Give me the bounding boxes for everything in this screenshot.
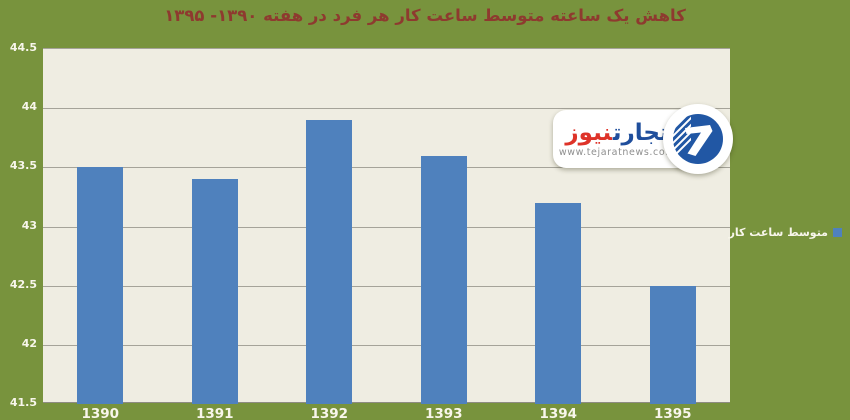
brand-word-news: نیوز	[565, 120, 612, 146]
watermark-brand-text: تجارتنیوز	[565, 120, 668, 146]
legend: متوسط ساعت کار	[729, 226, 842, 239]
tejaratnews-logo-icon	[663, 104, 733, 174]
y-tick-label: 41.5	[9, 396, 37, 409]
y-tick-label: 44.5	[9, 41, 37, 54]
x-tick-label: 1393	[424, 406, 463, 420]
x-tick-label: 1391	[195, 406, 234, 420]
chart-title: کاهش یک ساعته متوسط ساعت کار هر فرد در ه…	[164, 6, 686, 25]
x-tick-label: 1395	[653, 406, 692, 420]
legend-marker-swatch	[833, 228, 842, 237]
y-tick-label: 42	[21, 336, 37, 350]
bar-1394	[535, 202, 582, 404]
y-tick-label: 43	[21, 218, 37, 232]
bar-1395	[649, 285, 696, 404]
gridline	[43, 108, 730, 110]
gridline	[43, 344, 730, 346]
gridline	[43, 285, 730, 287]
y-tick-label: 44	[21, 100, 37, 114]
gridline	[43, 226, 730, 228]
brand-word-tejarat: تجارت	[612, 120, 669, 146]
bar-1390	[77, 167, 124, 404]
y-tick-label: 42.5	[9, 277, 37, 291]
x-tick-label: 1392	[310, 406, 349, 420]
bar-1393	[420, 155, 467, 404]
bar-1391	[191, 179, 238, 404]
legend-label: متوسط ساعت کار	[728, 226, 828, 239]
x-tick-label: 1390	[81, 406, 120, 420]
gridline	[43, 167, 730, 169]
watermark-url: www.tejaratnews.com	[558, 147, 676, 158]
tejaratnews-watermark: تجارتنیوز www.tejaratnews.com	[551, 104, 733, 174]
bar-1392	[306, 120, 353, 404]
plot-area	[43, 48, 730, 404]
y-tick-label: 43.5	[9, 159, 37, 173]
x-tick-label: 1394	[539, 406, 578, 420]
